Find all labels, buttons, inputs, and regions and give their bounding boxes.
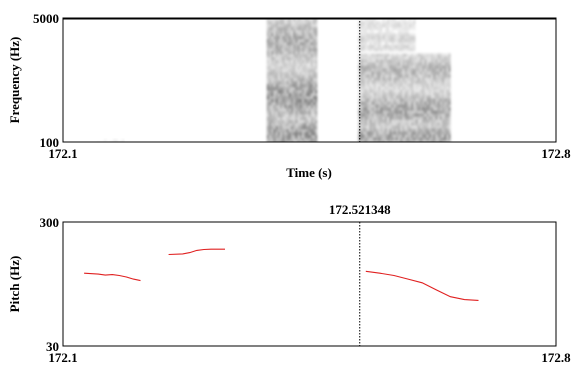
pitch-y-tick-top: 300: [40, 215, 60, 230]
spectrogram-x-tick-right: 172.8: [541, 146, 571, 161]
cursor-time-label: 172.521348: [329, 202, 391, 217]
spectrogram-x-tick-left: 172.1: [48, 146, 77, 161]
pitch-contour-segment-2: [168, 248, 225, 256]
spectrogram-y-tick-top: 5000: [33, 11, 59, 26]
spectrogram-y-tick-bottom: 100: [40, 135, 60, 150]
spectrogram-energy-region: [358, 18, 416, 52]
spectrogram-panel: 5000 100 172.1 172.8 Time (s) Frequency …: [7, 11, 571, 180]
pitch-marks: [84, 248, 479, 301]
pitch-y-axis-label: Pitch (Hz): [7, 256, 22, 313]
pitch-panel: 172.521348 300 30 172.1 172.8 Pitch (Hz): [7, 202, 571, 365]
pitch-background: [63, 222, 556, 346]
pitch-contour-segment-1: [84, 272, 141, 282]
spectrogram-frame: [62, 17, 557, 143]
pitch-x-tick-left: 172.1: [48, 350, 77, 365]
spectrogram-energy-region: [358, 53, 451, 142]
pitch-y-tick-bottom: 30: [46, 339, 59, 354]
pitch-frame: [62, 221, 557, 347]
spectrogram-marks: [98, 18, 451, 142]
spectrogram-x-axis-label: Time (s): [286, 165, 332, 180]
spectrogram-y-axis-label: Frequency (Hz): [7, 37, 22, 124]
spectrogram-energy-region: [267, 18, 317, 142]
pitch-contour-segment-3: [365, 270, 479, 301]
pitch-x-tick-right: 172.8: [541, 350, 571, 365]
